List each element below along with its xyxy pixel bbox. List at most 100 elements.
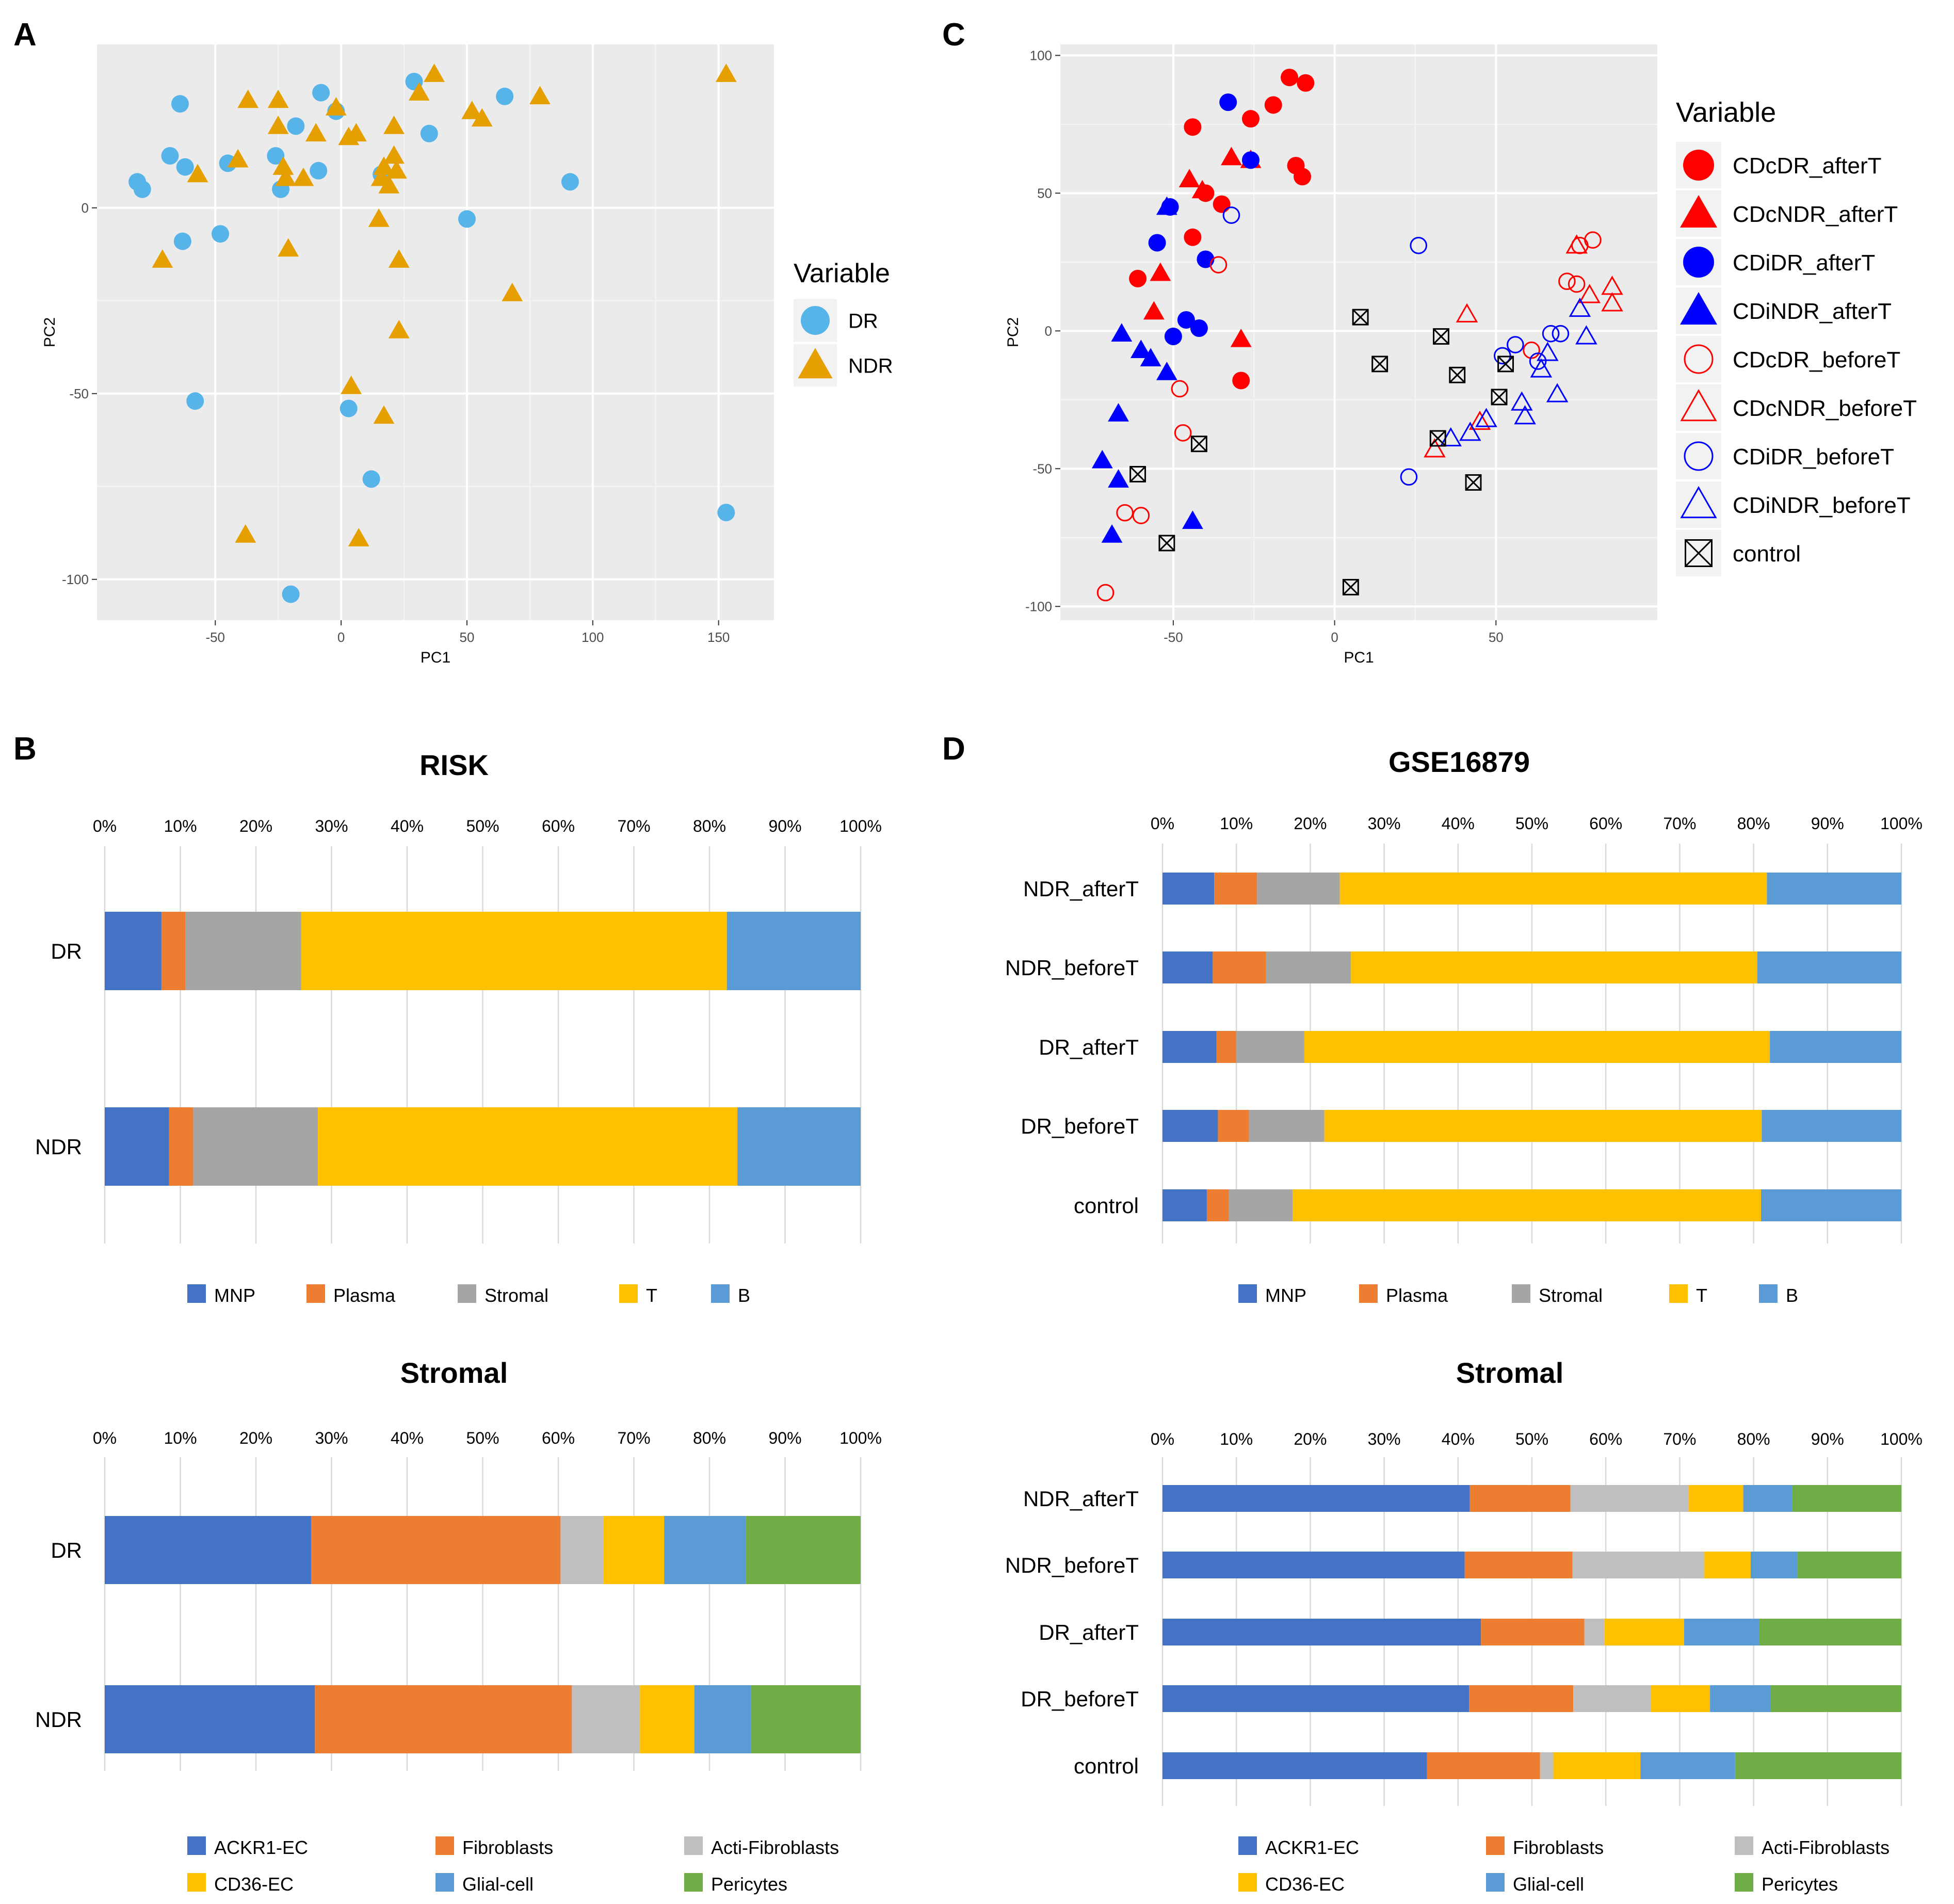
- bar-segment-pericytes: [751, 1685, 861, 1753]
- data-point-dr-shape: [312, 84, 330, 102]
- bar-segment-t: [1293, 1189, 1761, 1221]
- bar-segment-acti-fibroblasts: [572, 1685, 640, 1753]
- x-tick-label: 80%: [693, 817, 726, 835]
- data-point-cdindr-aftert: [1101, 524, 1123, 543]
- bar-segment-stromal: [1249, 1110, 1325, 1142]
- data-point-cdcdr-aftert: [1281, 69, 1299, 87]
- data-point-cdcdr-aftert: [1232, 372, 1250, 390]
- data-point-ndr-shape: [267, 116, 289, 134]
- data-point-dr-shape: [267, 147, 285, 165]
- data-point-cdcdr-aftert-shape: [1281, 69, 1299, 87]
- bar-segment-b: [1762, 1110, 1901, 1142]
- data-point-cdcndr-beforet-shape: [1456, 303, 1478, 322]
- category-label: NDR: [35, 1135, 82, 1159]
- data-point-dr-shape: [211, 225, 229, 243]
- data-point-cdcndr-aftert-shape: [1191, 180, 1213, 199]
- data-point-ndr-shape: [187, 164, 208, 183]
- data-point-control-box: [1352, 309, 1369, 326]
- data-point-cdcdr-aftert: [1241, 110, 1259, 128]
- data-point-ndr: [275, 167, 297, 186]
- data-point-cdidr-aftert: [1219, 93, 1237, 111]
- legend-label: T: [646, 1285, 657, 1306]
- data-point-cdidr-aftert-shape: [1197, 250, 1215, 268]
- legend-label: CDcDR_beforeT: [1733, 347, 1900, 373]
- x-tick-label: 60%: [542, 1429, 575, 1447]
- data-point-ndr-shape: [502, 283, 523, 301]
- x-tick-label: 50%: [1515, 814, 1548, 833]
- y-tick-label: 100: [1030, 47, 1052, 63]
- panel-b-stromal-bar-chart: Stromal 0% 10% 20% 30% 40% 50% 60% 70% 80% 90% 100%…: [35, 1357, 882, 1895]
- x-tick-label: 10%: [1220, 814, 1253, 833]
- data-point-ndr-shape: [348, 528, 369, 546]
- data-point-control-cross: [1343, 579, 1359, 595]
- x-tick-label: 50: [1489, 630, 1504, 645]
- data-point-cdcndr-beforet-shape: [1424, 438, 1446, 458]
- legend-swatch-glial-cell: [1486, 1873, 1505, 1892]
- data-point-control-box: [1190, 435, 1207, 453]
- bar-segment-plasma: [169, 1107, 193, 1186]
- data-point-cdidr-beforet: [1410, 236, 1427, 254]
- bar-segment-ackr1-ec: [105, 1516, 311, 1584]
- data-point-cdidr-beforet-shape: [1552, 325, 1570, 343]
- plot-background: [97, 44, 774, 620]
- data-point-ndr-shape: [345, 123, 367, 142]
- data-point-dr: [717, 504, 735, 522]
- data-point-cdidr-beforet: [1400, 468, 1418, 486]
- legend-swatch-b: [711, 1284, 730, 1303]
- data-point-cdindr-beforet: [1575, 325, 1597, 345]
- legend-swatch-plasma: [306, 1284, 325, 1303]
- legend-key-cdindr-beforet-shape: [1680, 486, 1717, 519]
- y-tick-label: 0: [82, 200, 89, 216]
- data-point-ndr: [368, 208, 390, 227]
- x-tick-label: 30%: [1368, 814, 1401, 833]
- data-point-cdidr-aftert: [1148, 234, 1166, 252]
- legend-label: Pericytes: [1762, 1874, 1838, 1895]
- data-point-dr: [176, 158, 194, 176]
- x-tick-label: 10%: [1220, 1430, 1253, 1448]
- legend-key-dr: [801, 306, 830, 335]
- bar-segment-b: [1757, 951, 1901, 983]
- data-point-control-box: [1429, 430, 1446, 447]
- bar-segment-t: [1304, 1031, 1770, 1063]
- data-point-cdcndr-aftert: [1221, 147, 1242, 166]
- data-point-dr-shape: [219, 154, 237, 172]
- data-point-cdcdr-aftert-shape: [1213, 195, 1231, 213]
- data-point-cdcdr-aftert: [1297, 74, 1315, 92]
- bar-segment-ackr1-ec: [1162, 1685, 1469, 1712]
- legend-swatch-mnp: [187, 1284, 206, 1303]
- bar-segment-glial-cell: [1750, 1552, 1798, 1578]
- legend-swatch-stromal: [1512, 1284, 1530, 1303]
- data-point-cdcdr-beforet: [1209, 256, 1228, 273]
- bar-segment-glial-cell: [1684, 1619, 1760, 1645]
- data-point-cdcdr-beforet: [1132, 507, 1150, 524]
- data-point-cdindr-beforet-shape: [1475, 408, 1497, 427]
- x-tick-label: 60%: [1589, 814, 1622, 833]
- legend-label: Pericytes: [711, 1874, 787, 1895]
- legend-swatch-pericytes: [684, 1873, 703, 1892]
- data-point-dr: [561, 173, 579, 191]
- bar-segment-stromal: [1257, 873, 1340, 905]
- data-point-ndr-shape: [373, 405, 395, 424]
- data-point-cdcdr-aftert-shape: [1294, 168, 1312, 186]
- legend-swatch-ackr1-ec: [187, 1836, 206, 1855]
- bar-segment-glial-cell: [694, 1685, 751, 1753]
- data-point-cdcndr-beforet-shape: [1578, 284, 1601, 303]
- data-point-dr-shape: [561, 173, 579, 191]
- data-point-cdindr-beforet-shape: [1537, 342, 1559, 361]
- data-point-cdcdr-beforet: [1096, 584, 1115, 602]
- data-point-dr-shape: [362, 470, 380, 488]
- data-point-cdcndr-aftert: [1150, 262, 1171, 281]
- x-tick-label: 0%: [1151, 1430, 1174, 1448]
- x-tick-label: 20%: [239, 1429, 272, 1447]
- panel-label-a: A: [13, 17, 37, 53]
- data-point-ndr-shape: [424, 63, 445, 82]
- y-tick-label: 50: [1037, 185, 1052, 201]
- data-point-cdcndr-beforet-shape: [1468, 410, 1491, 430]
- data-point-control: [1129, 466, 1146, 482]
- bar-segment-b: [737, 1107, 861, 1186]
- category-label: control: [1074, 1193, 1139, 1218]
- panel-d-stromal-bar-chart: Stromal 0% 10% 20% 30% 40% 50% 60% 70% 80% 90% 100%…: [1005, 1357, 1923, 1895]
- data-point-control-box: [1342, 578, 1359, 595]
- data-point-control: [1465, 474, 1482, 491]
- data-point-ndr: [502, 283, 523, 301]
